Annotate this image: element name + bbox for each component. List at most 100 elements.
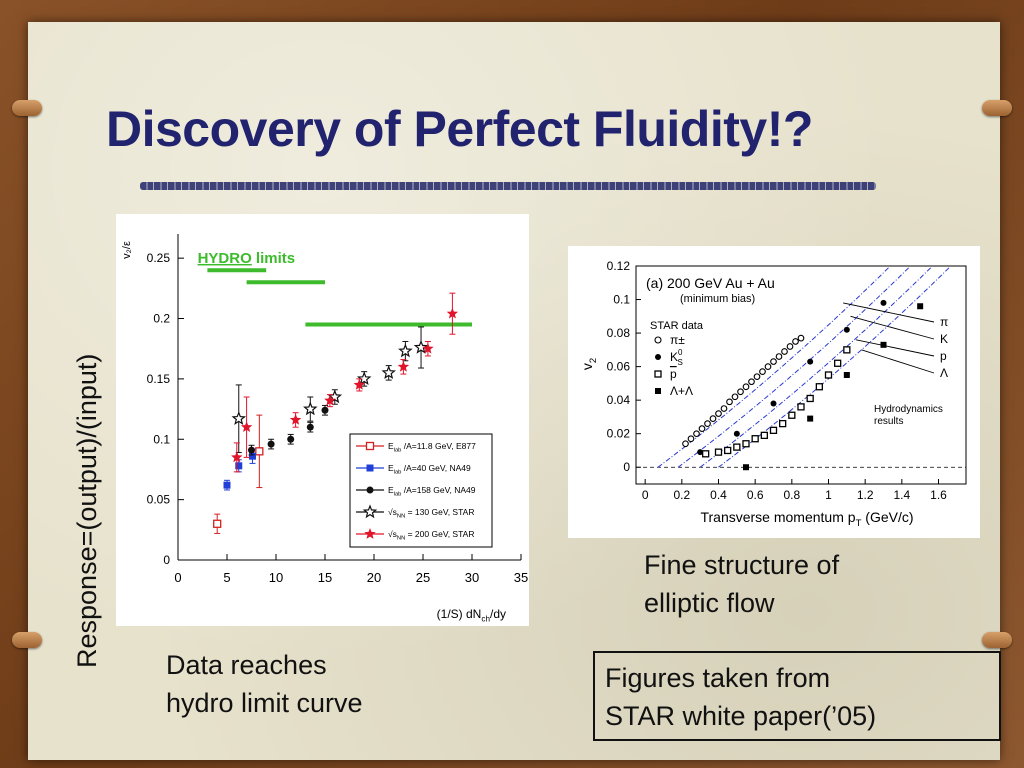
data-point [843,326,850,333]
left-caption-line: hydro limit curve [166,688,363,718]
y-tick-label: 0.04 [607,393,631,407]
data-point [353,378,365,390]
data-point [714,448,723,456]
pin-icon [982,632,1012,648]
y-tick-label: 0.05 [147,493,171,507]
data-series [231,292,459,473]
data-series [248,404,329,456]
legend-label: π± [670,333,685,347]
data-point [807,415,814,422]
y-tick-label: 0.1 [153,432,170,446]
hydro-curve [677,266,910,468]
data-point [654,336,662,344]
data-point [267,440,275,448]
data-point [321,406,329,414]
response-label: Response=(output)/(input) [72,353,102,668]
v2-vs-pt-chart: 0 0.2 0.4 0.6 0.8 1 1.2 1.4 1.6 0 0.02 0.04 0.06 0.08… [568,246,980,538]
right-caption: Fine structure of elliptic flow [644,546,964,622]
data-point [697,449,704,456]
data-point [775,353,783,360]
legend-title: STAR data [650,320,704,332]
data-series [682,334,805,448]
data-series [697,299,887,456]
legend-label: √sNN = 200 GeV, STAR [388,529,474,542]
x-tick-label: 0.6 [747,488,764,502]
data-point [240,421,253,432]
y-tick-label: 0.25 [147,251,171,265]
legend: Elab /A=11.8 GeV, E877 Elab /A=40 GeV, NA… [349,433,493,548]
pin-icon [12,632,42,648]
right-caption-line: elliptic flow [644,588,775,618]
particle-arrow [861,349,935,374]
data-point [843,372,850,378]
data-point [742,440,750,448]
source-box: Figures taken from STAR white paper(’05) [593,651,1001,741]
x-tick-label: 0 [174,570,181,585]
x-tick-label: 30 [465,570,479,585]
legend-label: Λ+Λ [670,384,693,398]
left-caption-line: Data reaches [166,650,327,680]
data-point [781,348,788,355]
data-point [770,400,777,407]
chart-title: (a) 200 GeV Au + Au [646,275,775,291]
data-point [698,425,706,433]
hydro-curve [718,266,950,468]
y-tick-label: 0.06 [607,360,631,374]
hydro-curve [699,266,932,468]
data-point [751,435,759,443]
slide-title: Discovery of Perfect Fluidity!? [106,101,813,157]
data-point [289,413,302,425]
data-point [806,394,814,403]
particle-label: K [940,332,948,346]
data-point [654,370,662,378]
source-line: Figures taken from [605,663,831,693]
x-tick-label: 15 [318,570,332,585]
particle-arrow [855,339,935,357]
data-point [843,346,851,354]
legend-label: Elab /A=11.8 GeV, E877 [388,441,476,454]
data-point [720,405,728,412]
x-tick-label: 0.2 [673,488,690,502]
data-point [815,383,823,391]
legend-label: p [670,367,677,381]
data-point [687,435,695,443]
data-point [834,359,842,367]
data-point [764,363,772,370]
x-axis-label: (1/S) dNch/dy [437,607,506,624]
data-point [733,430,740,437]
data-point [704,420,711,427]
hydro-results-label: Hydrodynamics [874,404,943,415]
y-tick-label: 0.1 [613,293,630,307]
data-point [255,447,264,456]
y-axis-label: v₂/ε [121,241,133,259]
data-point [742,383,750,391]
data-point [743,464,749,471]
particle-arrow [843,302,935,323]
data-point [682,440,689,448]
data-point [880,299,887,306]
x-tick-label: 1.6 [930,488,947,502]
data-point [731,393,739,401]
data-point [362,504,378,519]
data-point [715,410,722,417]
y-tick-label: 0.15 [147,372,171,386]
legend-label: K0 S [670,348,683,367]
particle-label: π [940,315,948,329]
y-tick-label: 0 [163,553,170,567]
data-point [880,341,887,348]
right-caption-line: Fine structure of [644,550,840,580]
x-tick-label: 10 [269,570,283,585]
data-point [366,464,374,472]
data-point [724,446,732,455]
data-point [306,423,314,431]
data-point [788,411,796,419]
data-point [792,338,799,345]
data-point [917,303,924,310]
data-point [231,411,247,425]
data-point [753,373,761,381]
data-point [231,451,243,463]
data-point [446,307,459,319]
data-point [413,339,429,354]
chart-right-svg: 0 0.2 0.4 0.6 0.8 1 1.2 1.4 1.6 0 0.02 0.04 0.06 0.08… [579,259,967,529]
